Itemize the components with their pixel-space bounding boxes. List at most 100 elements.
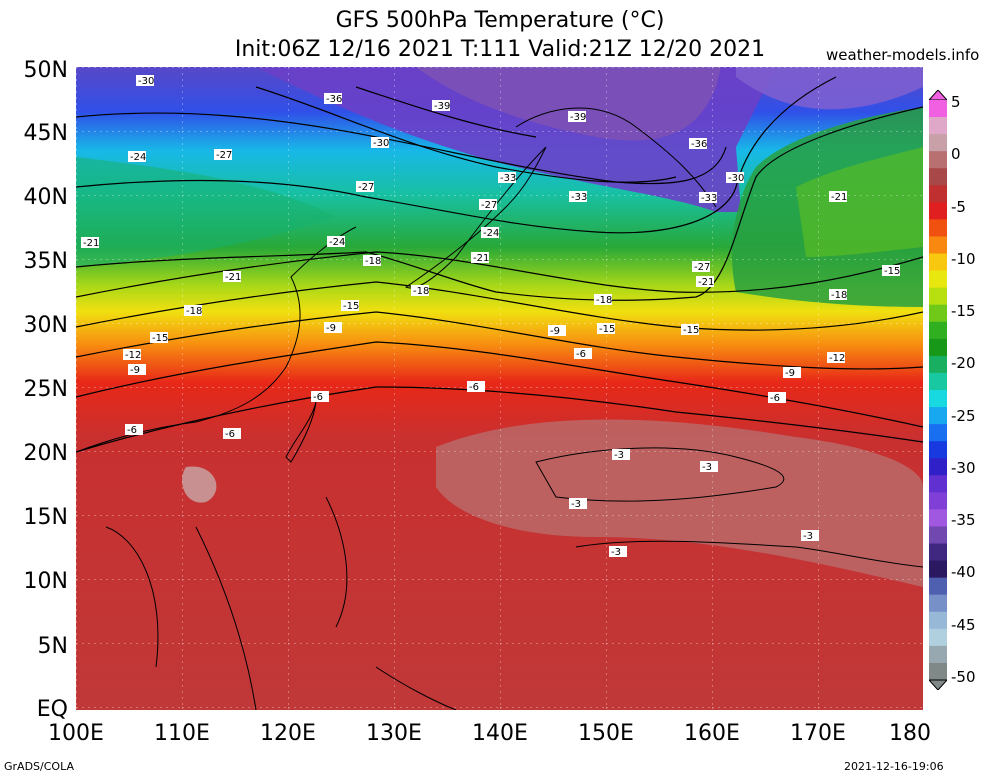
contour-label-bg <box>324 322 342 333</box>
colorbar-swatch <box>929 117 947 135</box>
contour-label: -18 <box>596 295 612 306</box>
colorbar-swatch <box>929 577 947 596</box>
contour-label: -33 <box>701 193 717 204</box>
contour-label: -3 <box>803 531 813 542</box>
contour-label: -18 <box>831 290 847 301</box>
contour-label-bg <box>548 325 566 336</box>
contour-label-bg <box>726 172 744 183</box>
contour-label: -21 <box>83 238 99 249</box>
contour-label: -18 <box>365 256 381 267</box>
contour-label: -24 <box>130 152 146 163</box>
lon-label: 110E <box>154 721 210 746</box>
lat-label: 10N <box>23 569 68 594</box>
lat-label: 5N <box>37 634 68 659</box>
colorbar-label: -10 <box>951 249 976 268</box>
contour-label: -39 <box>434 101 450 112</box>
colorbar-swatch <box>929 475 947 493</box>
contour-label-bg <box>569 498 587 509</box>
contour-label: -27 <box>358 182 374 193</box>
colorbar-swatch <box>929 492 947 510</box>
contour-label: -18 <box>186 306 202 317</box>
contour-label-bg <box>594 294 612 305</box>
contour-label-bg <box>471 252 489 263</box>
contour-label: -6 <box>127 425 137 436</box>
contour-label: -3 <box>611 547 621 558</box>
colorbar-label: -5 <box>951 197 966 216</box>
contour-label-bg <box>783 367 801 378</box>
colorbar-swatch <box>929 134 947 152</box>
colorbar-swatch <box>929 185 947 203</box>
contour-label: -9 <box>130 365 140 376</box>
contour-label-bg <box>411 285 429 296</box>
colorbar-swatch <box>929 338 947 357</box>
contour-label: -33 <box>500 173 516 184</box>
colorbar-swatch <box>929 526 947 545</box>
colorbar-label: -45 <box>951 615 976 634</box>
contour-label: -15 <box>884 266 900 277</box>
colorbar-swatch <box>929 219 947 237</box>
lon-label: 120E <box>260 721 316 746</box>
colorbar-label: 0 <box>951 145 961 164</box>
colorbar-swatch <box>929 611 947 630</box>
contour-label-bg <box>214 149 232 160</box>
contour-label-bg <box>829 289 847 300</box>
contour-label-bg <box>574 348 592 359</box>
colorbar-swatch <box>929 321 947 340</box>
contour-label: -21 <box>831 192 847 203</box>
contour-label-bg <box>689 138 707 149</box>
lon-label: 140E <box>472 721 528 746</box>
colorbar-swatch <box>929 253 947 272</box>
lon-label: 150E <box>578 721 634 746</box>
colorbar-swatch <box>929 662 947 681</box>
colorbar-swatch <box>929 202 947 220</box>
contour-label-bg <box>150 332 168 343</box>
colorbar-swatch <box>929 543 947 562</box>
contour-label-bg <box>324 93 342 104</box>
contour-label-bg <box>81 237 99 248</box>
contour-label-bg <box>356 181 374 192</box>
contour-label: -9 <box>785 368 795 379</box>
lon-label: 160E <box>684 721 740 746</box>
colorbar-label: -30 <box>951 458 976 477</box>
lat-label: 15N <box>23 505 68 530</box>
colorbar-swatch <box>929 236 947 255</box>
contour-label: -36 <box>326 94 342 105</box>
lon-label: 170E <box>790 721 846 746</box>
contour-label: -6 <box>469 382 479 393</box>
colorbar-top-arrow <box>929 90 947 101</box>
lat-label: EQ <box>36 697 68 722</box>
contour-label: -6 <box>770 393 780 404</box>
contour-label: -21 <box>473 253 489 264</box>
map-subtitle: Init:06Z 12/16 2021 T:111 Valid:21Z 12/2… <box>234 37 766 62</box>
contour-label: -27 <box>481 200 497 211</box>
contour-label-bg <box>327 236 345 247</box>
contour-label: -15 <box>343 301 359 312</box>
contour-label-bg <box>479 199 497 210</box>
contour-label: -15 <box>599 324 615 335</box>
contour-label-bg <box>699 192 717 203</box>
contour-label: -21 <box>225 272 241 283</box>
lat-label: 25N <box>23 377 68 402</box>
contour-label-bg <box>827 352 845 363</box>
colorbar-label: -50 <box>951 668 976 686</box>
colorbar-swatch <box>929 100 947 118</box>
colorbar-swatch <box>929 390 947 408</box>
colorbar-swatch <box>929 628 947 647</box>
contour-label: -21 <box>698 277 714 288</box>
contour-label-bg <box>125 424 143 435</box>
colorbar-swatch <box>929 270 947 289</box>
contour-label: -33 <box>571 192 587 203</box>
contour-label-bg <box>597 323 615 334</box>
colorbar-bottom-arrow <box>929 679 947 690</box>
contour-label: -3 <box>614 450 624 461</box>
contour-label: -15 <box>152 333 168 344</box>
contour-label: -30 <box>138 76 154 87</box>
lat-label: 45N <box>23 121 68 146</box>
contour-label: -24 <box>483 228 499 239</box>
contour-label: -18 <box>413 286 429 297</box>
contour-label: -12 <box>829 353 845 364</box>
contour-label-bg <box>882 265 900 276</box>
contour-label-bg <box>569 191 587 202</box>
site-credit: weather-models.info <box>826 46 980 64</box>
colorbar-label: -35 <box>951 511 976 530</box>
